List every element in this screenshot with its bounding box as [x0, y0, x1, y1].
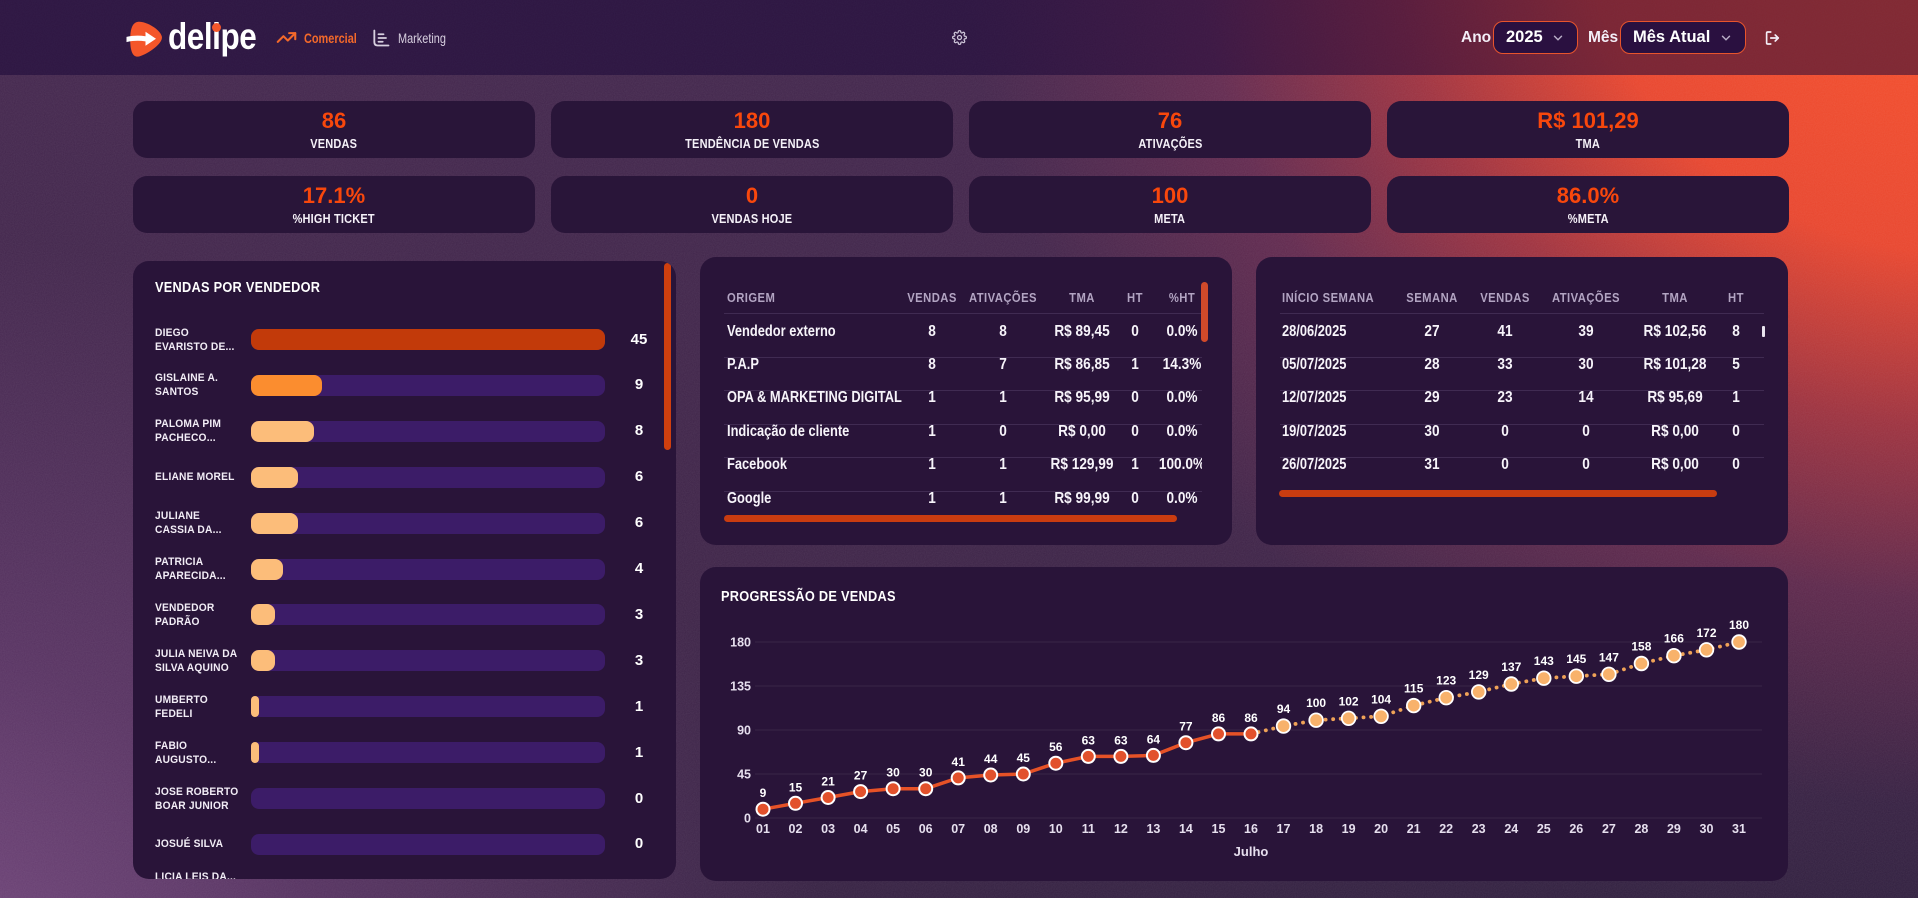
svg-text:18: 18 — [1309, 822, 1323, 836]
svg-text:135: 135 — [730, 680, 751, 694]
svg-text:10: 10 — [1049, 822, 1063, 836]
svg-text:100: 100 — [1306, 696, 1326, 710]
svg-text:143: 143 — [1534, 654, 1554, 668]
svg-text:0: 0 — [744, 812, 751, 826]
svg-text:15: 15 — [1212, 822, 1226, 836]
svg-text:03: 03 — [821, 822, 835, 836]
svg-text:17: 17 — [1277, 822, 1291, 836]
svg-text:19: 19 — [1342, 822, 1356, 836]
svg-text:180: 180 — [730, 636, 751, 650]
svg-text:21: 21 — [821, 775, 835, 789]
svg-text:180: 180 — [1729, 618, 1749, 632]
svg-text:22: 22 — [1439, 822, 1453, 836]
svg-text:12: 12 — [1114, 822, 1128, 836]
svg-text:30: 30 — [919, 766, 933, 780]
svg-text:16: 16 — [1244, 822, 1258, 836]
svg-text:129: 129 — [1469, 668, 1489, 682]
svg-text:09: 09 — [1016, 822, 1030, 836]
svg-text:28: 28 — [1634, 822, 1648, 836]
svg-text:04: 04 — [854, 822, 868, 836]
svg-text:Julho: Julho — [1234, 844, 1269, 859]
svg-text:145: 145 — [1566, 652, 1586, 666]
svg-text:44: 44 — [984, 752, 998, 766]
svg-text:30: 30 — [1700, 822, 1714, 836]
svg-text:02: 02 — [789, 822, 803, 836]
svg-text:77: 77 — [1179, 720, 1193, 734]
svg-text:21: 21 — [1407, 822, 1421, 836]
svg-text:31: 31 — [1732, 822, 1746, 836]
svg-text:14: 14 — [1179, 822, 1193, 836]
svg-text:41: 41 — [952, 755, 966, 769]
svg-text:115: 115 — [1404, 682, 1424, 696]
svg-text:137: 137 — [1501, 660, 1521, 674]
svg-text:158: 158 — [1631, 640, 1651, 654]
svg-text:104: 104 — [1371, 692, 1391, 706]
svg-text:45: 45 — [737, 768, 751, 782]
svg-text:9: 9 — [760, 786, 767, 800]
svg-text:20: 20 — [1374, 822, 1388, 836]
svg-text:172: 172 — [1696, 626, 1716, 640]
svg-text:102: 102 — [1339, 694, 1359, 708]
svg-text:27: 27 — [854, 769, 868, 783]
svg-text:86: 86 — [1244, 711, 1258, 725]
svg-text:45: 45 — [1017, 751, 1031, 765]
svg-text:30: 30 — [886, 766, 900, 780]
svg-text:27: 27 — [1602, 822, 1616, 836]
svg-text:08: 08 — [984, 822, 998, 836]
svg-text:147: 147 — [1599, 650, 1619, 664]
svg-text:64: 64 — [1147, 732, 1161, 746]
svg-text:94: 94 — [1277, 702, 1291, 716]
svg-text:26: 26 — [1569, 822, 1583, 836]
svg-text:63: 63 — [1114, 733, 1128, 747]
svg-text:166: 166 — [1664, 632, 1684, 646]
svg-text:90: 90 — [737, 724, 751, 738]
svg-text:05: 05 — [886, 822, 900, 836]
svg-text:25: 25 — [1537, 822, 1551, 836]
svg-text:29: 29 — [1667, 822, 1681, 836]
svg-text:86: 86 — [1212, 711, 1226, 725]
svg-text:63: 63 — [1082, 733, 1096, 747]
svg-text:13: 13 — [1146, 822, 1160, 836]
svg-text:123: 123 — [1436, 674, 1456, 688]
svg-text:01: 01 — [756, 822, 770, 836]
svg-text:23: 23 — [1472, 822, 1486, 836]
svg-text:56: 56 — [1049, 740, 1063, 754]
svg-text:11: 11 — [1082, 822, 1095, 836]
svg-text:06: 06 — [919, 822, 933, 836]
svg-text:24: 24 — [1504, 822, 1518, 836]
svg-text:07: 07 — [951, 822, 965, 836]
svg-text:15: 15 — [789, 780, 803, 794]
